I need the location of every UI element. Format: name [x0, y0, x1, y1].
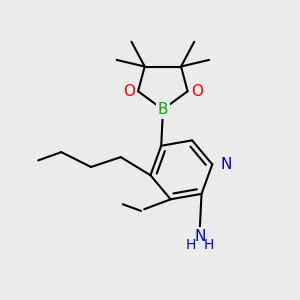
Text: B: B: [158, 102, 168, 117]
Text: O: O: [123, 84, 135, 99]
Text: H: H: [185, 238, 196, 252]
Text: N: N: [194, 229, 206, 244]
Text: O: O: [191, 84, 203, 99]
Text: N: N: [220, 157, 232, 172]
Text: H: H: [204, 238, 214, 252]
